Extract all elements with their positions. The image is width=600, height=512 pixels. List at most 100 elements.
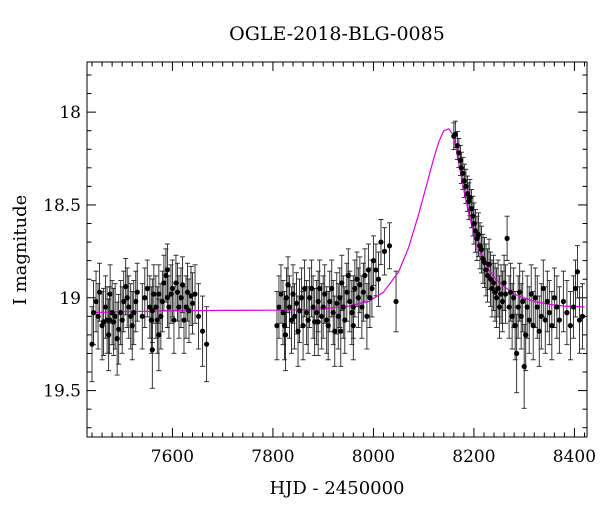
data-point — [347, 298, 353, 305]
data-point — [509, 313, 515, 319]
data-point — [495, 285, 501, 292]
data-point — [315, 319, 321, 325]
data-point — [107, 291, 113, 297]
data-point — [195, 313, 202, 319]
data-point — [116, 326, 122, 332]
data-point — [106, 332, 112, 338]
data-point — [354, 276, 360, 282]
data-point — [114, 336, 120, 342]
data-point — [511, 295, 517, 301]
data-point — [362, 272, 368, 279]
data-point — [564, 310, 570, 316]
data-point — [325, 323, 331, 329]
data-point — [118, 310, 124, 316]
data-point — [303, 310, 310, 316]
data-point — [174, 289, 181, 295]
data-point — [367, 295, 373, 301]
data-point — [90, 310, 97, 316]
data-point — [119, 317, 125, 323]
data-point — [320, 304, 326, 310]
data-point — [508, 289, 514, 295]
data-point — [149, 308, 155, 314]
data-point — [556, 317, 562, 323]
data-point — [370, 258, 377, 264]
data-point — [121, 298, 127, 305]
data-point — [173, 280, 179, 286]
data-point — [309, 285, 315, 292]
data-point — [523, 332, 529, 338]
data-point — [567, 323, 574, 329]
data-point — [159, 298, 165, 305]
data-point — [339, 280, 345, 286]
data-point — [532, 295, 538, 301]
data-point — [560, 298, 566, 305]
data-point — [123, 284, 129, 290]
data-point — [352, 285, 358, 292]
data-point — [454, 142, 460, 149]
data-point — [183, 304, 189, 310]
data-point — [280, 310, 286, 316]
data-point — [574, 269, 581, 275]
data-point — [109, 310, 115, 316]
data-point — [471, 220, 477, 227]
data-point — [342, 317, 348, 323]
data-point — [186, 308, 192, 314]
data-point — [458, 165, 464, 171]
data-point — [274, 323, 280, 329]
data-point — [487, 276, 494, 282]
data-point — [493, 295, 500, 301]
data-point — [463, 183, 469, 189]
data-point — [102, 304, 109, 310]
data-point — [178, 295, 184, 301]
data-point — [489, 285, 495, 292]
data-point — [144, 285, 150, 292]
data-point — [89, 341, 95, 347]
data-point — [472, 228, 479, 234]
data-point — [148, 317, 154, 323]
data-point — [158, 313, 164, 319]
data-point — [355, 295, 361, 301]
data-point — [572, 285, 579, 292]
data-point — [456, 150, 462, 156]
data-point — [131, 310, 137, 316]
data-point — [549, 323, 555, 329]
data-point — [166, 304, 172, 310]
data-point — [386, 243, 393, 249]
data-point — [288, 317, 295, 323]
data-point — [283, 295, 290, 301]
y-tick-label: 19 — [59, 289, 81, 309]
data-point — [375, 276, 382, 282]
data-point — [161, 280, 167, 286]
data-point — [285, 282, 291, 288]
data-point — [179, 282, 186, 288]
data-point — [570, 304, 577, 310]
data-point — [95, 313, 101, 319]
error-bars — [89, 120, 585, 409]
data-point — [151, 291, 157, 297]
data-point — [142, 295, 148, 301]
data-point — [452, 131, 458, 138]
data-point — [149, 347, 155, 353]
data-point — [310, 304, 316, 310]
data-point — [203, 341, 210, 347]
data-point — [478, 246, 485, 253]
data-point — [126, 304, 132, 310]
data-point — [291, 313, 298, 319]
data-point — [164, 267, 171, 273]
data-point — [307, 295, 313, 301]
data-point — [96, 289, 103, 295]
data-point — [139, 313, 145, 319]
data-point — [335, 313, 341, 319]
data-point — [330, 310, 336, 316]
data-point — [156, 332, 162, 338]
data-point — [517, 289, 523, 295]
y-axis-label: I magnitude — [10, 195, 31, 306]
data-point — [281, 323, 288, 329]
data-point — [381, 248, 388, 254]
data-point — [501, 280, 507, 286]
data-point — [153, 304, 159, 310]
data-point — [334, 300, 340, 306]
data-point — [502, 291, 509, 297]
data-point — [314, 310, 320, 316]
data-point — [276, 304, 282, 310]
